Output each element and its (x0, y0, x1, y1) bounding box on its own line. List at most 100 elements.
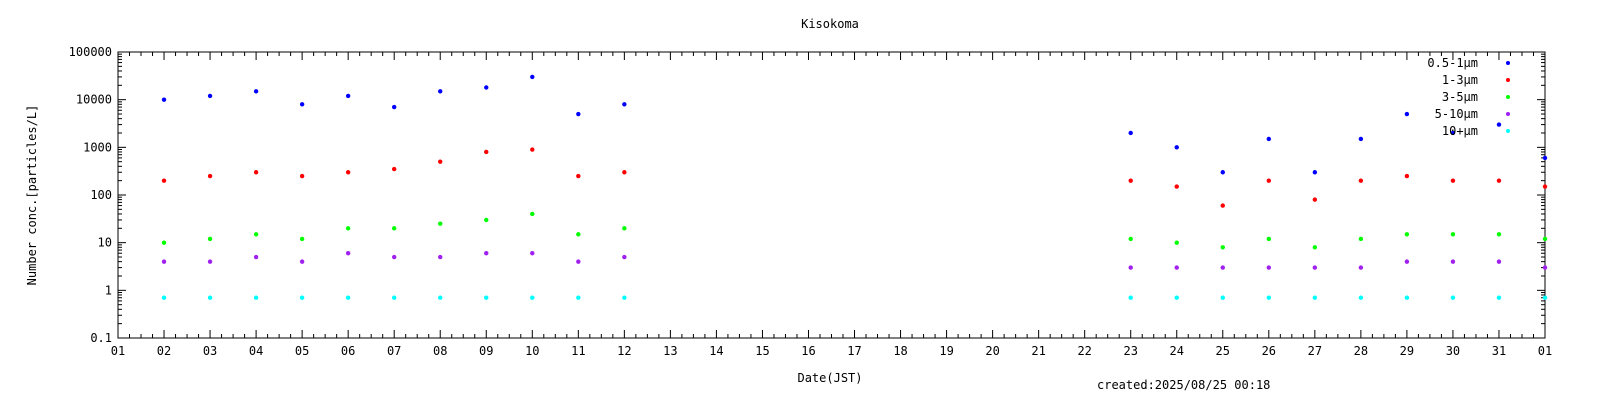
data-point (1266, 295, 1272, 300)
x-tick-label: 01 (1538, 344, 1552, 358)
x-tick-label: 03 (203, 344, 217, 358)
data-point (391, 254, 397, 260)
x-tick-label: 23 (1123, 344, 1137, 358)
data-point (345, 295, 351, 300)
data-point (1404, 295, 1410, 300)
data-point (1450, 259, 1456, 264)
data-point (1358, 136, 1364, 142)
data-point (161, 97, 167, 102)
data-point (207, 295, 213, 300)
y-tick-label: 10 (98, 236, 112, 250)
legend-marker (1506, 61, 1510, 65)
data-point (438, 254, 443, 260)
x-tick-label: 10 (525, 344, 539, 358)
data-point (1312, 170, 1318, 175)
data-point (1358, 265, 1364, 270)
data-point (530, 211, 535, 217)
chart-title: Kisokoma (801, 17, 859, 31)
data-point (161, 178, 167, 183)
data-point (1496, 178, 1502, 183)
data-point (253, 232, 259, 237)
legend-marker (1506, 78, 1510, 82)
data-point (530, 251, 535, 256)
data-point (1174, 295, 1179, 300)
x-tick-label: 29 (1400, 344, 1414, 358)
created-timestamp: created:2025/08/25 00:18 (1097, 378, 1270, 392)
data-point (161, 295, 167, 300)
series-group (161, 251, 1548, 270)
data-point (438, 89, 443, 94)
series-group (161, 295, 1548, 300)
plot-area-frame (117, 51, 1546, 339)
x-tick-label: 07 (387, 344, 401, 358)
legend-marker (1506, 112, 1510, 116)
x-tick-label: 13 (663, 344, 677, 358)
data-point (299, 236, 305, 242)
data-point (253, 254, 259, 260)
x-tick-label: 15 (755, 344, 769, 358)
series-group (161, 74, 1548, 175)
data-point (1496, 122, 1502, 127)
data-point (299, 295, 305, 300)
y-axis: 0.1 1 10 100 1000 10000 100000 (69, 45, 1545, 345)
x-tick-label: 31 (1492, 344, 1506, 358)
data-point (1312, 265, 1318, 270)
data-point (576, 259, 581, 264)
x-tick-label: 24 (1170, 344, 1184, 358)
data-point (622, 226, 627, 231)
data-point (576, 232, 581, 237)
x-tick-label: 26 (1262, 344, 1276, 358)
data-point (438, 221, 443, 226)
legend-label: 10+μm (1442, 124, 1478, 138)
x-tick-label: 11 (571, 344, 585, 358)
x-tick-label: 06 (341, 344, 355, 358)
data-point (391, 104, 397, 110)
x-tick-label: 12 (617, 344, 631, 358)
data-point (1450, 295, 1456, 300)
data-point (1542, 236, 1548, 242)
data-point (622, 295, 627, 300)
data-point (530, 147, 535, 152)
data-point (207, 93, 213, 99)
data-point (576, 111, 581, 117)
data-point (530, 74, 535, 80)
data-point (1358, 236, 1364, 242)
data-point (1174, 145, 1179, 150)
data-point (1266, 236, 1272, 242)
data-point (299, 102, 305, 107)
y-tick-label: 100000 (69, 45, 112, 59)
data-point (576, 295, 581, 300)
data-point (1496, 232, 1502, 237)
data-point (1174, 184, 1179, 189)
x-tick-label: 25 (1216, 344, 1230, 358)
data-point (1128, 265, 1133, 270)
data-point (253, 295, 259, 300)
x-tick-label: 19 (939, 344, 953, 358)
x-tick-label: 28 (1354, 344, 1368, 358)
data-point (253, 89, 259, 94)
x-tick-label: 16 (801, 344, 815, 358)
data-point (438, 159, 443, 164)
x-tick-label: 02 (157, 344, 171, 358)
data-point (345, 251, 351, 256)
data-point (207, 173, 213, 179)
data-point (299, 259, 305, 264)
data-point (1450, 130, 1456, 136)
legend-label: 3-5μm (1442, 90, 1478, 104)
legend-label: 1-3μm (1442, 73, 1478, 87)
x-tick-label: 08 (433, 344, 447, 358)
y-tick-label: 0.1 (90, 331, 112, 345)
legend-label: 5-10μm (1435, 107, 1478, 121)
data-point (1404, 173, 1410, 179)
data-point (1358, 178, 1364, 183)
x-tick-label: 30 (1446, 344, 1460, 358)
data-point (1266, 178, 1272, 183)
data-point (161, 240, 167, 245)
data-point (484, 149, 489, 155)
data-point (484, 217, 489, 223)
data-point (438, 295, 443, 300)
data-point (1128, 295, 1133, 300)
data-point (253, 170, 259, 175)
data-point (1542, 155, 1548, 161)
data-point (1542, 265, 1548, 270)
